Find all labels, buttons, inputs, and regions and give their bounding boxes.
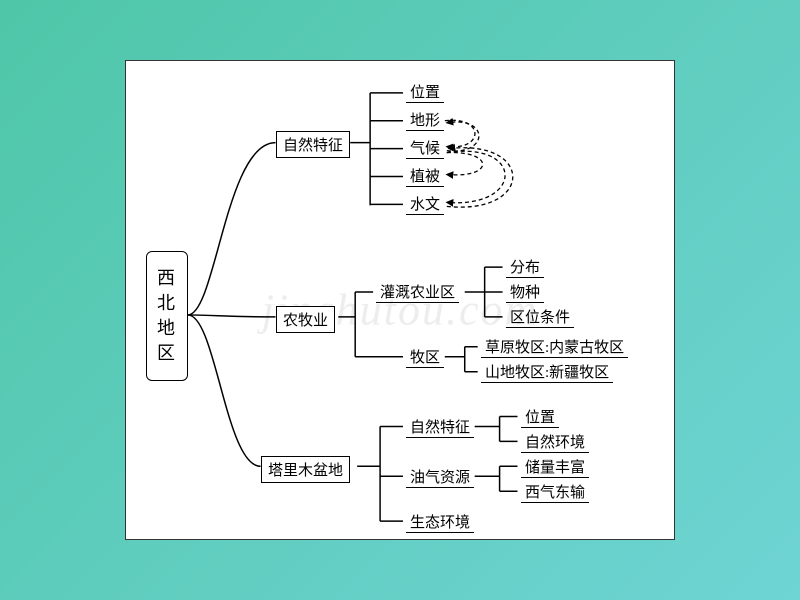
leaf-irrigation-0: 分布 [506,256,544,278]
diagram-frame: jinchutou.com 西 北 地 区 自然特征 农牧业 塔里木盆地 位置 … [125,60,675,540]
node-tarim-nature: 自然特征 [406,416,474,438]
leaf-tarim-nature-1: 自然环境 [521,431,589,453]
node-tarim-eco: 生态环境 [406,511,474,533]
node-tarim: 塔里木盆地 [261,456,350,483]
root-node: 西 北 地 区 [146,251,188,381]
root-char-2: 地 [157,316,177,341]
node-nature: 自然特征 [276,131,350,158]
node-irrigation: 灌溉农业区 [376,281,459,303]
root-char-1: 北 [157,291,177,316]
leaf-pastoral-0: 草原牧区:内蒙古牧区 [481,336,628,358]
leaf-tarim-oil-0: 储量丰富 [521,456,589,478]
root-char-3: 区 [157,341,177,366]
leaf-nature-1: 地形 [406,109,444,131]
leaf-nature-2: 气候 [406,137,444,159]
leaf-tarim-nature-0: 位置 [521,406,559,428]
node-pastoral: 牧区 [406,346,444,368]
leaf-tarim-oil-1: 西气东输 [521,481,589,503]
leaf-irrigation-1: 物种 [506,281,544,303]
node-agri: 农牧业 [276,306,335,333]
leaf-nature-0: 位置 [406,81,444,103]
root-char-0: 西 [157,266,177,291]
leaf-irrigation-2: 区位条件 [506,306,574,328]
leaf-pastoral-1: 山地牧区:新疆牧区 [481,361,613,383]
node-tarim-oil: 油气资源 [406,466,474,488]
leaf-nature-3: 植被 [406,165,444,187]
leaf-nature-4: 水文 [406,193,444,215]
